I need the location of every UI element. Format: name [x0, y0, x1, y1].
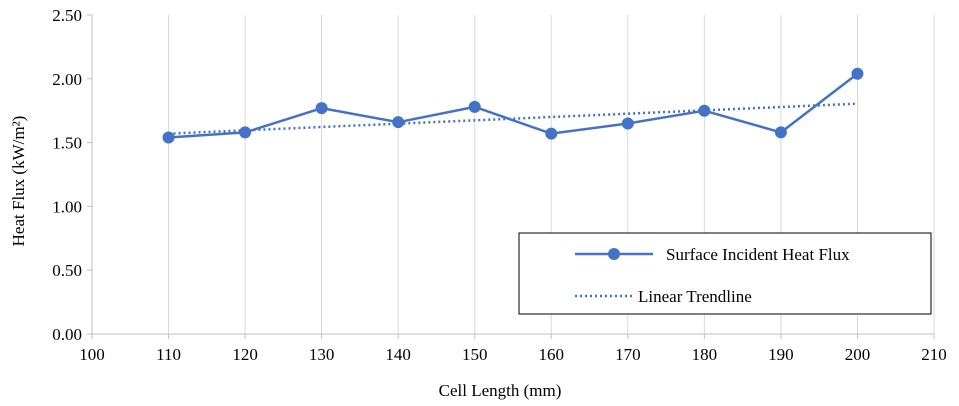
y-axis-label: Heat Flux (kW/m²): [9, 116, 28, 247]
data-point: [545, 127, 558, 140]
legend-box: [518, 232, 932, 315]
y-tick-label: 2.00: [52, 70, 82, 89]
legend-marker-surface: [608, 248, 620, 260]
data-point: [774, 126, 787, 139]
y-tick-label: 1.50: [52, 134, 82, 153]
linear-trendline: [168, 102, 858, 135]
x-tick-label: 180: [692, 345, 718, 364]
series-layer: [162, 67, 864, 144]
data-point: [315, 102, 328, 115]
y-tick-labels: 0.00 0.50 1.00 1.50 2.00 2.50: [52, 6, 82, 344]
y-tick-label: 2.50: [52, 6, 82, 25]
data-point: [468, 100, 481, 113]
axes: [87, 14, 935, 339]
surface-heat-flux-line: [168, 72, 859, 139]
legend: Surface Incident Heat Flux Linear Trendl…: [518, 232, 932, 315]
x-tick-label: 130: [309, 345, 335, 364]
x-tick-label: 120: [232, 345, 258, 364]
legend-label-trend: Linear Trendline: [638, 287, 752, 306]
x-tick-label: 190: [768, 345, 794, 364]
x-tick-label: 170: [615, 345, 641, 364]
y-tick-label: 1.00: [52, 197, 82, 216]
data-point: [239, 126, 252, 139]
data-point: [162, 131, 175, 144]
x-tick-label: 150: [462, 345, 488, 364]
x-tick-label: 100: [79, 345, 105, 364]
data-point: [392, 116, 405, 129]
y-tick-label: 0.00: [52, 325, 82, 344]
data-point: [621, 117, 634, 130]
x-tick-label: 160: [539, 345, 565, 364]
y-tick-label: 0.50: [52, 261, 82, 280]
data-point: [851, 67, 864, 80]
x-tick-label: 140: [385, 345, 411, 364]
x-tick-label: 200: [845, 345, 871, 364]
legend-label-surface: Surface Incident Heat Flux: [666, 245, 850, 264]
x-tick-labels: 100 110 120 130 140 150 160 170 180 190 200 210: [79, 345, 947, 364]
x-tick-label: 110: [156, 345, 181, 364]
x-tick-label: 210: [921, 345, 947, 364]
x-axis-label: Cell Length (mm): [439, 381, 562, 400]
